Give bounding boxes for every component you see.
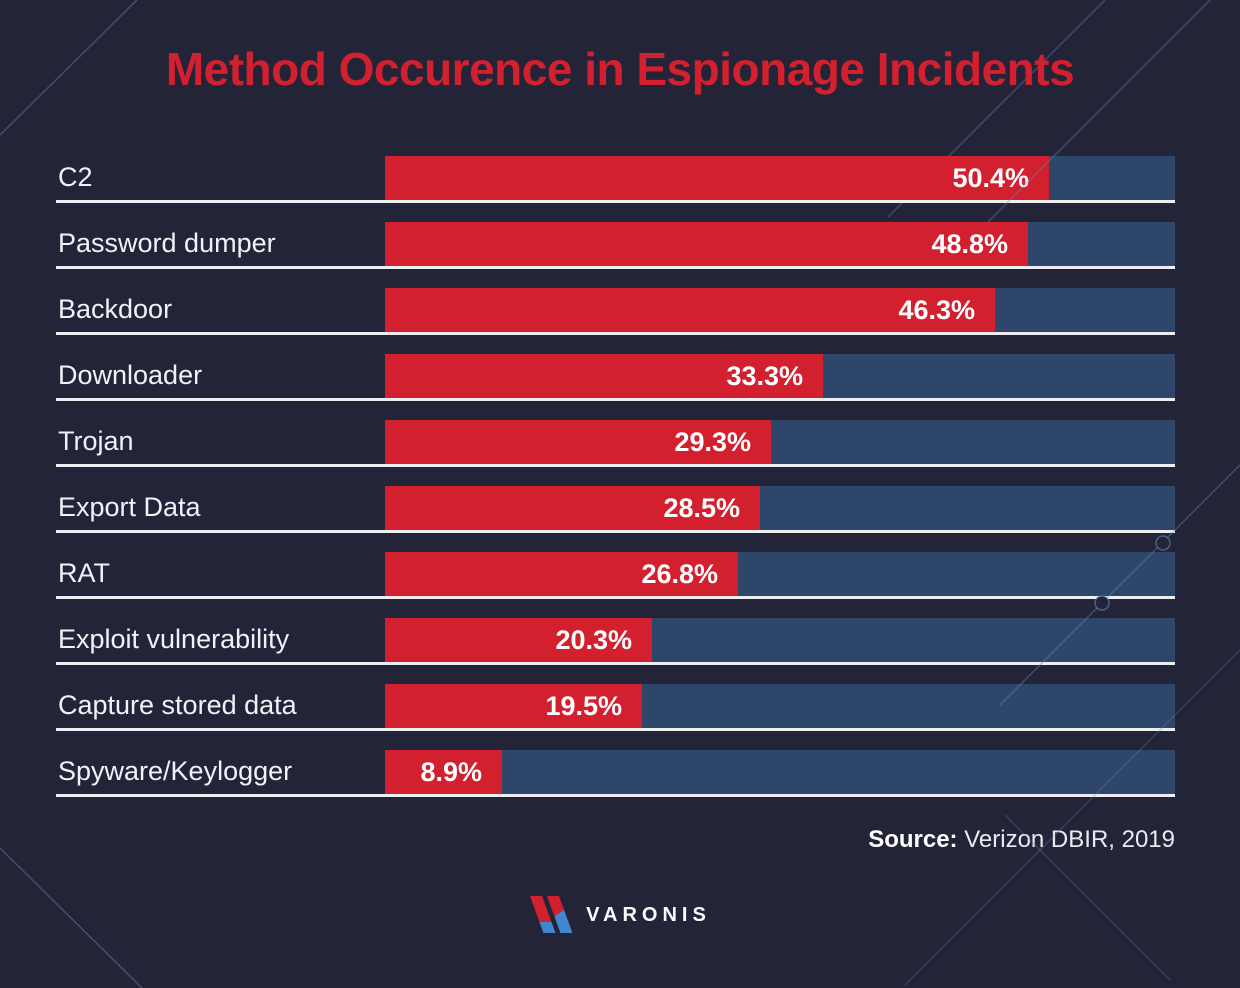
category-label: Downloader [58,360,203,390]
chart-row: 19.5% Capture stored data [56,665,1175,731]
chart-row: 50.4% C2 [56,137,1175,203]
bar-chart: 50.4% C2 48.8% Password dumper 46.3% Bac… [56,137,1175,797]
bar-value-label: 8.9% [420,757,482,787]
bar: 8.9% [385,750,502,794]
row-baseline [56,794,1175,797]
category-label: RAT [58,558,110,588]
row-baseline [56,266,1175,269]
bar-track [385,750,1175,794]
bar-value-label: 28.5% [663,493,740,523]
row-baseline [56,530,1175,533]
chart-row: 20.3% Exploit vulnerability [56,599,1175,665]
category-label: Capture stored data [58,690,297,720]
bar: 19.5% [385,684,642,728]
chart-row: 48.8% Password dumper [56,203,1175,269]
bar-value-label: 50.4% [952,163,1029,193]
bar-value-label: 46.3% [898,295,975,325]
source-text: Verizon DBIR, 2019 [957,826,1175,853]
chart-row: 8.9% Spyware/Keylogger [56,731,1175,797]
bar: 28.5% [385,486,760,530]
bar: 20.3% [385,618,652,662]
varonis-logo-icon [529,895,573,935]
bar: 46.3% [385,288,995,332]
bar: 33.3% [385,354,823,398]
bar: 26.8% [385,552,738,596]
source-attribution: Source: Verizon DBIR, 2019 [868,826,1175,854]
chart-row: 46.3% Backdoor [56,269,1175,335]
chart-row: 26.8% RAT [56,533,1175,599]
row-baseline [56,662,1175,665]
row-baseline [56,464,1175,467]
category-label: Exploit vulnerability [58,624,290,654]
bar: 50.4% [385,156,1049,200]
bar: 48.8% [385,222,1028,266]
row-baseline [56,398,1175,401]
bar-value-label: 20.3% [555,625,632,655]
category-label: Trojan [58,426,134,456]
bar-value-label: 29.3% [674,427,751,457]
category-label: Spyware/Keylogger [58,756,293,786]
chart-title: Method Occurence in Espionage Incidents [165,43,1075,95]
chart-row: 29.3% Trojan [56,401,1175,467]
category-label: Backdoor [58,294,173,324]
bar-value-label: 48.8% [931,229,1008,259]
row-baseline [56,596,1175,599]
varonis-logo: VARONIS [0,895,1240,935]
category-label: Export Data [58,492,201,522]
chart-row: 33.3% Downloader [56,335,1175,401]
category-label: Password dumper [58,228,276,258]
row-baseline [56,728,1175,731]
bar-value-label: 33.3% [726,361,803,391]
varonis-wordmark: VARONIS [586,903,711,926]
bar-value-label: 26.8% [641,559,718,589]
bar: 29.3% [385,420,771,464]
source-label: Source: [868,826,958,853]
category-label: C2 [58,162,93,192]
row-baseline [56,200,1175,203]
bar-value-label: 19.5% [545,691,622,721]
chart-row: 28.5% Export Data [56,467,1175,533]
row-baseline [56,332,1175,335]
